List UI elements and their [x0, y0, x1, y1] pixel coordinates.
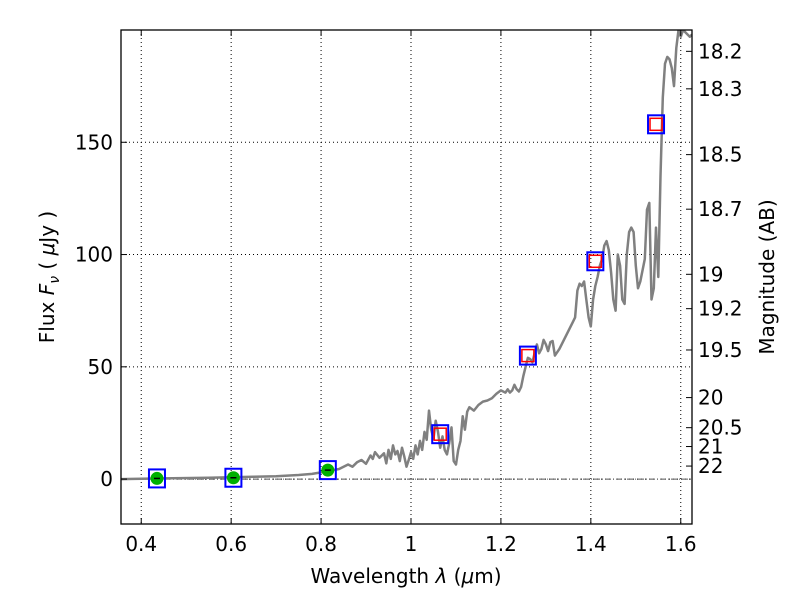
x-axis-label: Wavelength λ (μm) [310, 564, 501, 588]
blue-square-marker-0 [147, 468, 166, 489]
blue-square-marker-1 [224, 467, 243, 488]
y2-tick-label-10: 22 [698, 454, 723, 478]
y-tick-label-3: 150 [75, 130, 113, 154]
spectrum-line-series [121, 30, 692, 481]
x-tick-label-3: 1 [405, 532, 418, 556]
blue-square-marker-6 [647, 114, 666, 135]
y2-tick-label-7: 20 [698, 386, 723, 410]
y-tick-label-0: 0 [100, 467, 113, 491]
red-square-marker-0 [433, 427, 447, 441]
red-square-marker-1 [521, 348, 535, 363]
x-tick-label-4: 1.2 [485, 532, 517, 556]
x-tick-label-1: 0.6 [215, 532, 247, 556]
x-tick-label-2: 0.8 [305, 532, 337, 556]
red-square-marker-2 [588, 254, 603, 269]
y2-tick-label-4: 19 [698, 262, 723, 286]
y2-tick-label-3: 18.7 [698, 197, 743, 221]
blue-square-marker-3 [431, 424, 450, 445]
y2-tick-label-9: 21 [698, 435, 723, 459]
photometry-markers [147, 114, 666, 489]
grid [121, 30, 692, 524]
y-tick-label-1: 50 [88, 355, 113, 379]
x-tick-label-0: 0.4 [125, 532, 157, 556]
y2-tick-label-1: 18.3 [698, 77, 743, 101]
y2-tick-label-5: 19.2 [698, 297, 743, 321]
plot-frame [120, 29, 693, 525]
y2-tick-label-0: 18.2 [698, 39, 743, 63]
y-tick-label-2: 100 [75, 243, 113, 267]
blue-square-marker-4 [518, 345, 537, 366]
y-axis-label: Flux Fν ( μJy ) [35, 211, 63, 343]
blue-square-marker-2 [318, 460, 337, 481]
x-tick-label-6: 1.6 [665, 532, 697, 556]
y2-tick-label-8: 20.5 [698, 416, 743, 440]
axis-ticks: 0.4 0.6 0.8 1 1.2 1.4 1.6 0 50 100 150 18.2 18.3 18.5… [75, 30, 743, 556]
y2-axis-label: Magnitude (AB) [755, 199, 779, 354]
red-square-marker-3 [649, 117, 663, 132]
y2-tick-label-2: 18.5 [698, 143, 743, 167]
x-tick-label-5: 1.4 [575, 532, 607, 556]
y2-tick-label-6: 19.5 [698, 338, 743, 362]
blue-square-marker-5 [586, 251, 605, 272]
